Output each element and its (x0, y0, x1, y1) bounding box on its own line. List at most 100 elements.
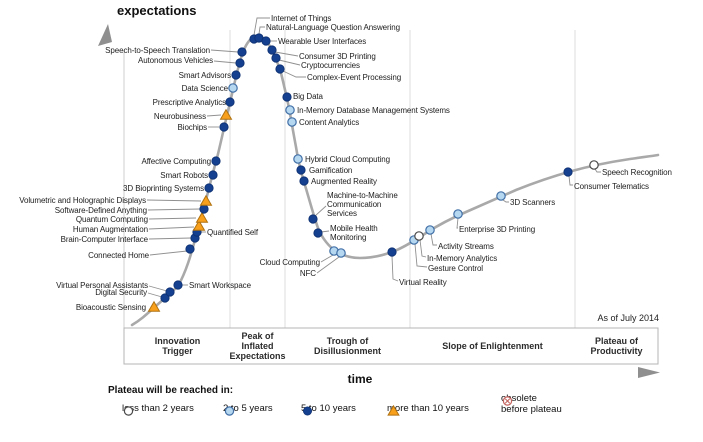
legend-item-5-to-10-years: 5 to 10 years (301, 403, 356, 416)
label-smart-workspace: Smart Workspace (189, 280, 251, 290)
point-volumetric-and-holographic-displays (199, 194, 213, 206)
label-connector (147, 208, 201, 211)
label-complex-event-processing: Complex-Event Processing (307, 72, 402, 82)
point-3d-bioprinting-systems (204, 183, 214, 193)
label-connector (274, 51, 299, 57)
time-arrow-icon (638, 367, 660, 378)
as-of-date: As of July 2014 (597, 313, 659, 323)
point-machine-to-machine-communication-services (308, 214, 318, 224)
point-in-memory-analytics (414, 231, 424, 241)
legend-item-2-to-5-years: 2 to 5 years (223, 403, 273, 416)
label-connector (148, 237, 192, 240)
label-connector (502, 199, 509, 203)
label-augmented-reality: Augmented Reality (311, 176, 377, 186)
phase-plateau-of-productivity: Plateau of Productivity (590, 336, 643, 356)
label-smart-advisors: Smart Advisors (178, 70, 232, 80)
point-3d-scanners (496, 191, 506, 201)
point-quantum-computing (195, 211, 209, 223)
phase-innovation-trigger: Innovation Trigger (154, 336, 201, 356)
legend-item-label: obsolete before plateau (501, 393, 562, 415)
legend-item-more-than-10-years: more than 10 years (387, 403, 469, 416)
legend-item-less-than-2-years: less than 2 years (122, 403, 194, 416)
point-prescriptive-analytics (225, 97, 235, 107)
label-natural-language-question-answering: Natural-Language Question Answering (266, 22, 400, 32)
label-connector (146, 199, 202, 202)
legend-item-obsolete-before-plateau: obsolete before plateau (501, 393, 562, 415)
point-virtual-reality (387, 247, 397, 257)
label-virtual-reality: Virtual Reality (399, 277, 447, 287)
label-consumer-telematics: Consumer Telematics (574, 181, 649, 191)
label-affective-computing: Affective Computing (141, 156, 211, 166)
point-cryptocurrencies (271, 53, 281, 63)
label-machine-to-machine-communication-services: Machine-to-Machine Communication Service… (327, 190, 398, 218)
point-content-analytics (287, 117, 297, 127)
point-augmented-reality (299, 176, 309, 186)
label-in-memory-database-management-systems: In-Memory Database Management Systems (297, 105, 450, 115)
label-connector (391, 255, 399, 282)
label-brain-computer-interface: Brain-Computer Interface (60, 234, 149, 244)
label-connected-home: Connected Home (88, 250, 149, 260)
label-wearable-user-interfaces: Wearable User Interfaces (278, 36, 367, 46)
label-big-data: Big Data (293, 91, 323, 101)
point-enterprise-3d-printing (453, 209, 463, 219)
point-in-memory-database-management-systems (285, 105, 295, 115)
label-gesture-control: Gesture Control (428, 263, 483, 273)
point-big-data (282, 92, 292, 102)
point-autonomous-vehicles (235, 58, 245, 68)
label-human-augmentation: Human Augmentation (72, 224, 148, 234)
label-cloud-computing: Cloud Computing (259, 257, 320, 267)
label-connector (148, 217, 197, 220)
point-connected-home (185, 244, 195, 254)
point-virtual-personal-assistants (165, 287, 175, 297)
expectations-arrow-icon (98, 24, 112, 46)
point-activity-streams (425, 225, 435, 235)
label-biochips: Biochips (177, 122, 208, 132)
label-enterprise-3d-printing: Enterprise 3D Printing (459, 224, 536, 234)
label-connector (316, 256, 340, 274)
point-bioacoustic-sensing (147, 300, 161, 312)
label-activity-streams: Activity Streams (438, 241, 494, 251)
label-connector (314, 205, 327, 217)
point-speech-recognition (589, 160, 599, 170)
point-hybrid-cloud-computing (293, 154, 303, 164)
phase-trough-of-disillusionment: Trough of Disillusionment (313, 336, 381, 356)
legend-gt10-icon (387, 404, 400, 416)
label-neurobusiness: Neurobusiness (153, 111, 206, 121)
phase-peak-of-inflated-expectations: Peak of Inflated Expectations (229, 331, 286, 361)
point-nfc (336, 248, 346, 258)
label-connector (149, 250, 188, 256)
label-software-defined-anything: Software-Defined Anything (54, 205, 147, 215)
label-cryptocurrencies: Cryptocurrencies (301, 60, 360, 70)
legend-obsolete-icon (502, 396, 513, 406)
legend-item-label: 5 to 10 years (301, 403, 356, 414)
point-human-augmentation (192, 219, 206, 231)
legend-y5_10-icon (303, 406, 312, 416)
phase-band-box (123, 327, 659, 365)
label-quantum-computing: Quantum Computing (75, 214, 148, 224)
label-data-science: Data Science (181, 83, 228, 93)
legend-item-label: more than 10 years (387, 403, 469, 414)
label-speech-recognition: Speech Recognition (602, 167, 672, 177)
point-mobile-health-monitoring (313, 228, 323, 238)
point-neurobusiness (219, 108, 233, 120)
label-consumer-3d-printing: Consumer 3D Printing (299, 51, 376, 61)
point-digital-security (160, 293, 170, 303)
label-3d-bioprinting-systems: 3D Bioprinting Systems (123, 183, 204, 193)
label-speech-to-speech-translation: Speech-to-Speech Translation (105, 45, 210, 55)
label-connector (253, 17, 270, 36)
label-connector (282, 70, 306, 78)
point-consumer-telematics (563, 167, 573, 177)
label-connector (206, 114, 222, 117)
label-internet-of-things: Internet of Things (271, 13, 332, 23)
label-volumetric-and-holographic-displays: Volumetric and Holographic Displays (19, 195, 146, 205)
label-connector (213, 60, 237, 64)
point-complex-event-processing (275, 64, 285, 74)
point-smart-robots (208, 170, 218, 180)
point-affective-computing (211, 156, 221, 166)
label-connector (594, 168, 601, 173)
label-connector (148, 285, 168, 292)
label-hybrid-cloud-computing: Hybrid Cloud Computing (305, 154, 390, 164)
point-biochips (219, 122, 229, 132)
legend-y2_5-icon (224, 406, 235, 416)
label-mobile-health-monitoring: Mobile Health Monitoring (330, 224, 378, 242)
